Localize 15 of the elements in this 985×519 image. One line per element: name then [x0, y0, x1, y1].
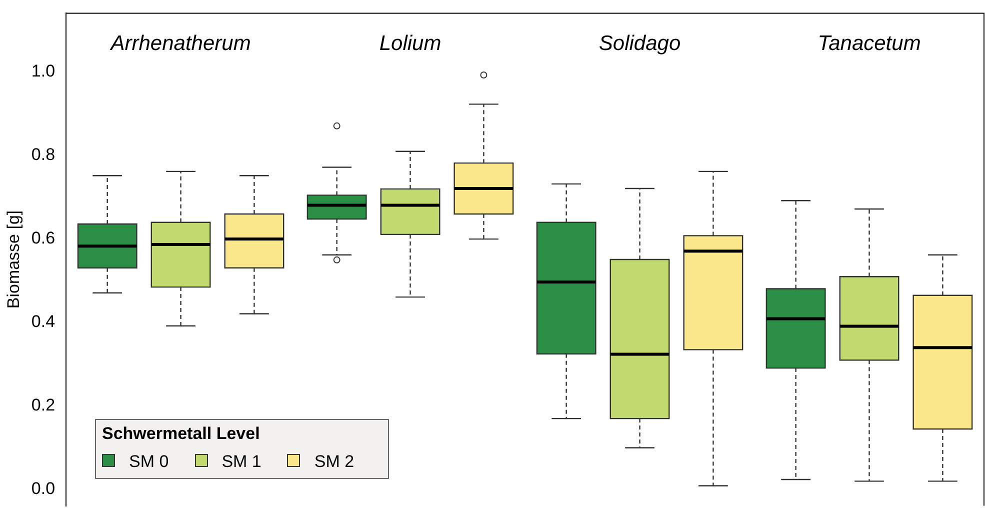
legend-title: Schwermetall Level [102, 424, 261, 444]
legend-label: SM 1 [220, 452, 262, 472]
y-tick-label: 0.8 [31, 144, 56, 164]
legend-label: SM 2 [313, 452, 354, 472]
x-tick-label: Arrhenatherum [108, 32, 251, 56]
legend-label: SM 0 [128, 452, 169, 472]
x-tick-label: Solidago [598, 32, 681, 56]
y-axis-title: Biomasse [g] [4, 210, 23, 309]
x-tick-label: Tanacetum [818, 32, 921, 56]
y-tick-label: 0.2 [31, 395, 56, 414]
x-tick-label: Lolium [379, 32, 442, 56]
y-tick-label: 0.4 [31, 312, 56, 331]
y-tick-label: 1.0 [31, 61, 56, 80]
y-tick-label: 0.0 [31, 478, 56, 498]
y-tick-label: 0.6 [31, 228, 56, 248]
